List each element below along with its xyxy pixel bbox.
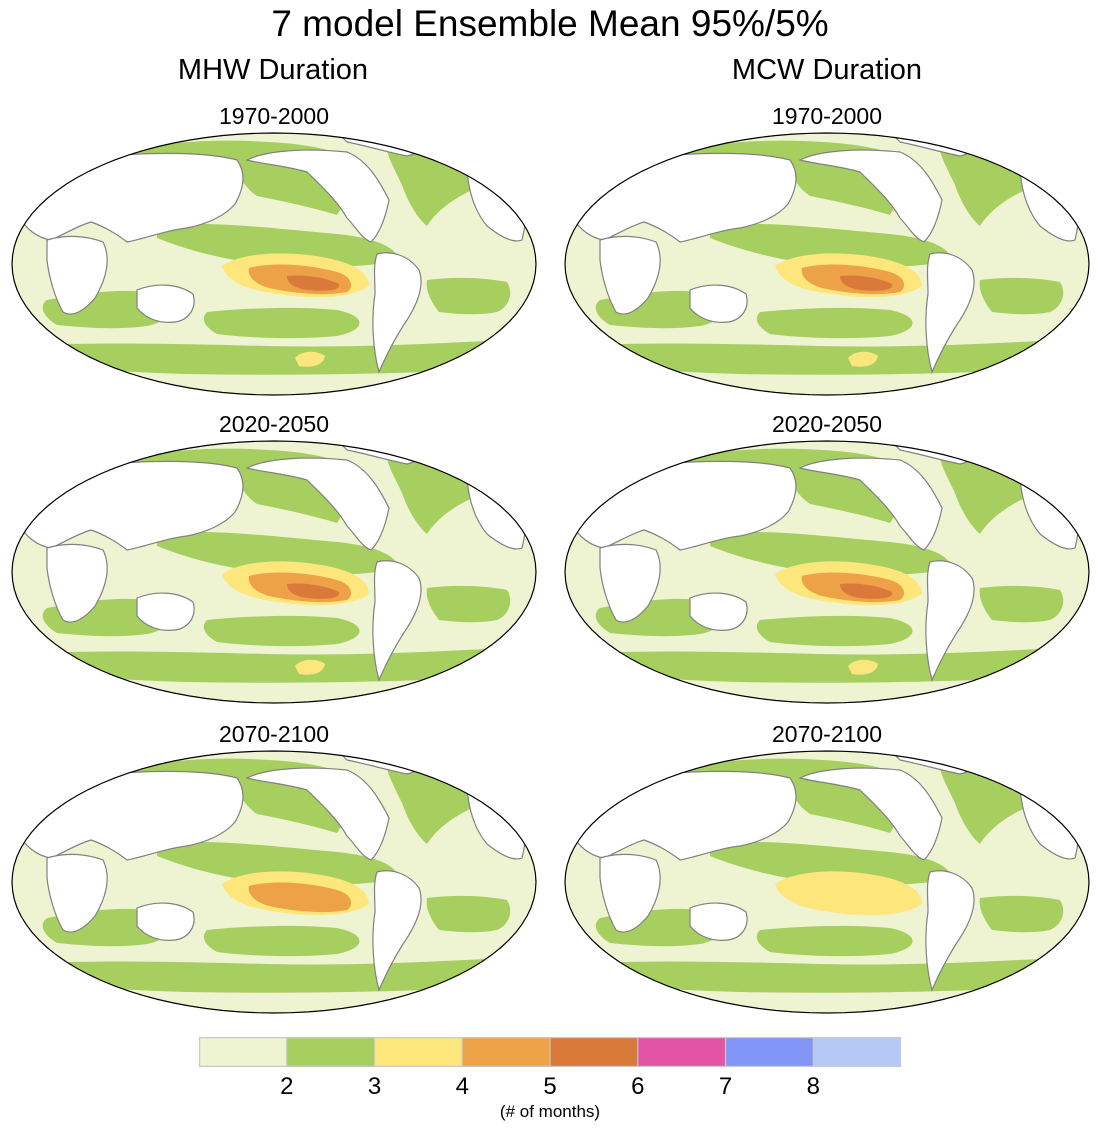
- contour-5-6-region: [840, 583, 893, 599]
- contour-2-3-region: [756, 307, 913, 339]
- map-panel: 1970-2000: [560, 102, 1094, 402]
- colorbar-swatch: [637, 1037, 726, 1067]
- colorbar-swatch: [286, 1037, 375, 1067]
- colorbar-tick-label: 6: [631, 1073, 645, 1100]
- figure-title: 7 model Ensemble Mean 95%/5%: [271, 3, 829, 44]
- land-mass: [46, 853, 108, 933]
- map-panel: 1970-2000: [7, 102, 541, 402]
- map-border: [564, 132, 1090, 396]
- land-mass: [46, 543, 108, 623]
- panel-period-title: 1970-2000: [772, 103, 882, 129]
- land-mass: [689, 284, 748, 323]
- panel-period-title: 2020-2050: [219, 411, 329, 437]
- column-heading-mhw: MHW Duration: [177, 54, 369, 86]
- colorbar-swatch: [199, 1037, 287, 1067]
- contour-2-3-region: [203, 615, 360, 647]
- colorbar-tick-label: 4: [455, 1073, 469, 1100]
- panel-period-title: 2070-2100: [219, 721, 329, 747]
- land-mass: [689, 902, 748, 941]
- contour-2-3-region: [426, 585, 511, 623]
- contour-3-4-region: [848, 351, 878, 367]
- land-mass: [136, 284, 195, 323]
- land-mass: [245, 457, 390, 551]
- contour-2-3-region: [710, 223, 952, 268]
- contour-2-3-region: [756, 615, 913, 647]
- contour-2-3-region: [157, 531, 399, 576]
- world-map: [564, 750, 1090, 1014]
- panel-period-title: 1970-2000: [219, 103, 329, 129]
- world-map: [11, 750, 537, 1014]
- land-mass: [798, 457, 943, 551]
- panel-period-title: 2020-2050: [772, 411, 882, 437]
- contour-2-3-region: [710, 531, 952, 576]
- land-mass: [372, 560, 422, 682]
- contour-2-3-region: [979, 895, 1064, 933]
- land-mass: [599, 853, 661, 933]
- colorbar-tick-label: 8: [806, 1073, 820, 1100]
- land-mass: [46, 235, 108, 315]
- land-mass: [136, 592, 195, 631]
- map-panel: 2020-2050: [7, 410, 541, 710]
- map-border: [564, 440, 1090, 704]
- map-panel: 2070-2100: [7, 720, 541, 1020]
- colorbar-units-label: (# of months): [499, 1102, 601, 1121]
- colorbar-swatch: [813, 1037, 901, 1067]
- contour-2-3-region: [979, 585, 1064, 623]
- world-map: [564, 440, 1090, 704]
- contour-2-3-region: [979, 277, 1064, 315]
- land-mass: [925, 870, 975, 992]
- land-mass: [372, 870, 422, 992]
- colorbar-tick-label: 5: [543, 1073, 557, 1100]
- land-mass: [372, 252, 422, 374]
- map-border: [11, 132, 537, 396]
- map-panel: 2070-2100: [560, 720, 1094, 1020]
- colorbar-swatches: [199, 1037, 901, 1067]
- contour-5-6-region: [287, 275, 340, 291]
- contour-3-4-region: [848, 659, 878, 675]
- colorbar-tick-label: 7: [718, 1073, 733, 1100]
- colorbar-tick-label: 2: [280, 1073, 294, 1100]
- land-mass: [925, 560, 975, 682]
- land-mass: [599, 235, 661, 315]
- colorbar-swatch: [462, 1037, 550, 1067]
- land-mass: [689, 592, 748, 631]
- contour-3-4-region: [775, 871, 922, 916]
- world-map: [564, 132, 1090, 396]
- world-map: [11, 440, 537, 704]
- colorbar-tick-label: 3: [367, 1073, 382, 1100]
- land-mass: [925, 252, 975, 374]
- colorbar-outline: [199, 1037, 901, 1067]
- map-border: [564, 750, 1090, 1014]
- contour-2-3-region: [157, 223, 399, 268]
- land-mass: [798, 149, 943, 243]
- contour-3-4-region: [295, 351, 325, 367]
- map-border: [11, 750, 537, 1014]
- land-mass: [599, 543, 661, 623]
- contour-3-4-region: [295, 659, 325, 675]
- contour-2-3-region: [426, 895, 511, 933]
- contour-2-3-region: [426, 277, 511, 315]
- colorbar: [199, 1037, 901, 1067]
- map-panel: 2020-2050: [560, 410, 1094, 710]
- contour-5-6-region: [840, 275, 893, 291]
- land-mass: [245, 767, 390, 861]
- contour-5-6-region: [287, 583, 340, 599]
- contour-2-3-region: [203, 307, 360, 339]
- land-mass: [136, 902, 195, 941]
- contour-2-3-region: [710, 841, 952, 886]
- colorbar-swatch: [550, 1037, 638, 1067]
- land-mass: [798, 767, 943, 861]
- world-map: [11, 132, 537, 396]
- panel-period-title: 2070-2100: [772, 721, 882, 747]
- colorbar-swatch: [725, 1037, 814, 1067]
- contour-2-3-region: [157, 841, 399, 886]
- contour-2-3-region: [756, 925, 913, 957]
- contour-4-5-region: [248, 882, 352, 913]
- contour-2-3-region: [203, 925, 360, 957]
- land-mass: [245, 149, 390, 243]
- colorbar-swatch: [374, 1037, 463, 1067]
- map-border: [11, 440, 537, 704]
- column-heading-mcw: MCW Duration: [731, 54, 923, 86]
